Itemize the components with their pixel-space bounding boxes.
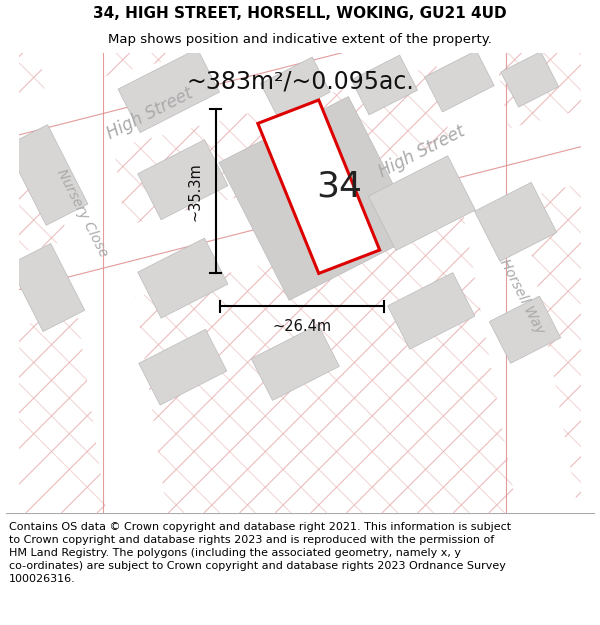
Text: ~26.4m: ~26.4m	[273, 319, 332, 334]
Text: 34: 34	[316, 170, 362, 204]
Polygon shape	[0, 100, 600, 336]
Text: Nursery Close: Nursery Close	[54, 166, 111, 259]
Text: 34, HIGH STREET, HORSELL, WOKING, GU21 4UD: 34, HIGH STREET, HORSELL, WOKING, GU21 4…	[93, 6, 507, 21]
Text: Horsell Way: Horsell Way	[497, 257, 547, 337]
Polygon shape	[6, 124, 88, 226]
Polygon shape	[139, 329, 227, 405]
Polygon shape	[490, 296, 560, 363]
Polygon shape	[219, 96, 419, 301]
Text: Map shows position and indicative extent of the property.: Map shows position and indicative extent…	[108, 33, 492, 46]
Polygon shape	[425, 51, 494, 112]
Polygon shape	[137, 140, 228, 219]
Polygon shape	[251, 324, 340, 401]
Polygon shape	[475, 182, 557, 261]
Text: High Street: High Street	[104, 84, 196, 144]
Polygon shape	[137, 238, 228, 318]
Polygon shape	[36, 21, 170, 545]
Polygon shape	[0, 0, 600, 181]
Polygon shape	[351, 55, 418, 115]
Text: Contains OS data © Crown copyright and database right 2021. This information is : Contains OS data © Crown copyright and d…	[9, 521, 511, 584]
Text: ~383m²/~0.095ac.: ~383m²/~0.095ac.	[186, 69, 414, 93]
Polygon shape	[430, 19, 583, 546]
Polygon shape	[118, 49, 220, 132]
Polygon shape	[388, 272, 475, 349]
Polygon shape	[260, 57, 330, 119]
Polygon shape	[368, 156, 475, 251]
Polygon shape	[258, 100, 380, 274]
Text: ~35.3m: ~35.3m	[187, 162, 203, 221]
Text: High Street: High Street	[376, 122, 468, 181]
Polygon shape	[501, 52, 559, 107]
Polygon shape	[9, 244, 85, 331]
